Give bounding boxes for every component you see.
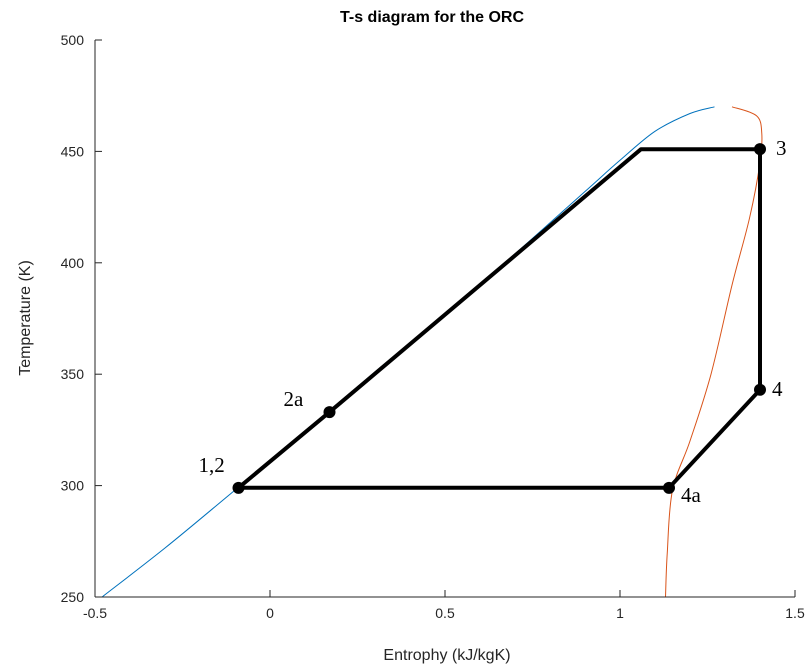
y-tick-label: 250 xyxy=(61,589,85,605)
axis-ticks: -0.5 0 0.5 1 1.5 250 300 350 400 450 500 xyxy=(61,32,805,621)
cycle-line xyxy=(237,147,762,490)
state-point-3 xyxy=(754,143,766,156)
x-tick-label: 0.5 xyxy=(435,605,455,621)
y-tick-label: 350 xyxy=(61,366,85,382)
state-label-2a: 2a xyxy=(284,387,305,411)
state-label-4: 4 xyxy=(772,377,783,401)
x-tick-label: -0.5 xyxy=(83,605,107,621)
state-point-1-2 xyxy=(232,481,245,494)
chart-title: T-s diagram for the ORC xyxy=(340,9,524,26)
state-label-1-2: 1,2 xyxy=(199,453,225,477)
state-label-4a: 4a xyxy=(681,483,702,507)
y-tick-label: 400 xyxy=(61,255,85,271)
y-tick-label: 450 xyxy=(61,143,85,159)
y-axis-label: Temperature (K) xyxy=(17,260,34,376)
state-point-2a xyxy=(323,406,336,419)
x-axis-label: Entrophy (kJ/kgK) xyxy=(383,647,510,664)
y-tick-label: 500 xyxy=(61,32,85,48)
y-tick-label: 300 xyxy=(61,478,85,494)
state-point-4a xyxy=(663,481,675,494)
x-tick-label: 1 xyxy=(616,605,624,621)
x-tick-label: 0 xyxy=(266,605,274,621)
saturated-liquid-curve-line xyxy=(101,106,715,598)
plot-area: 1,2 2a 3 4 4a xyxy=(101,106,787,598)
state-point-4 xyxy=(754,383,766,396)
state-label-3: 3 xyxy=(776,136,787,160)
x-tick-label: 1.5 xyxy=(785,605,805,621)
saturated-vapor-curve-line xyxy=(665,106,763,598)
